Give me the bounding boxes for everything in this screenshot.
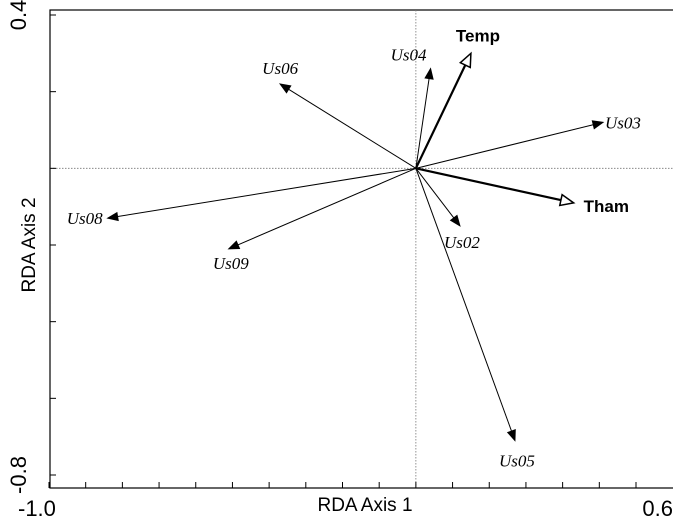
species-arrow-us08	[114, 167, 416, 218]
species-label-us02: Us02	[444, 233, 480, 252]
species-label-us06: Us06	[262, 59, 298, 78]
x-tick-label: 0.6	[642, 496, 673, 521]
species-label-us03: Us03	[605, 113, 641, 132]
y-tick-label: 0.4	[6, 0, 31, 30]
species-label-us08: Us08	[67, 209, 103, 228]
species-arrowhead-us08	[106, 211, 119, 222]
species-arrowhead-us04	[424, 67, 434, 80]
env-arrow-tham	[415, 167, 563, 202]
species-arrowhead-us06	[278, 83, 292, 94]
env-arrow-temp	[414, 63, 467, 169]
species-arrowhead-us02	[449, 214, 461, 227]
plot-frame	[49, 9, 673, 489]
species-arrowhead-us03	[591, 120, 605, 130]
species-arrow-us02	[415, 168, 457, 221]
env-label-temp: Temp	[456, 26, 500, 45]
y-axis-title: RDA Axis 2	[19, 197, 40, 292]
env-arrowhead-temp	[458, 51, 472, 69]
x-axis-title: RDA Axis 1	[317, 495, 412, 516]
species-arrowhead-us05	[506, 429, 516, 442]
species-arrowhead-us09	[227, 240, 241, 250]
species-arrow-us04	[415, 75, 431, 169]
species-label-us05: Us05	[499, 452, 535, 471]
env-label-tham: Tham	[584, 197, 629, 216]
species-arrow-us06	[285, 87, 417, 169]
x-tick-label: -1.0	[18, 496, 56, 521]
species-label-us09: Us09	[213, 254, 249, 273]
species-arrow-us03	[415, 123, 597, 169]
species-arrow-us05	[415, 168, 514, 435]
species-arrow-us09	[235, 167, 417, 247]
y-tick-label: -0.8	[6, 456, 31, 494]
species-label-us04: Us04	[391, 46, 427, 65]
env-arrowhead-tham	[558, 193, 576, 207]
